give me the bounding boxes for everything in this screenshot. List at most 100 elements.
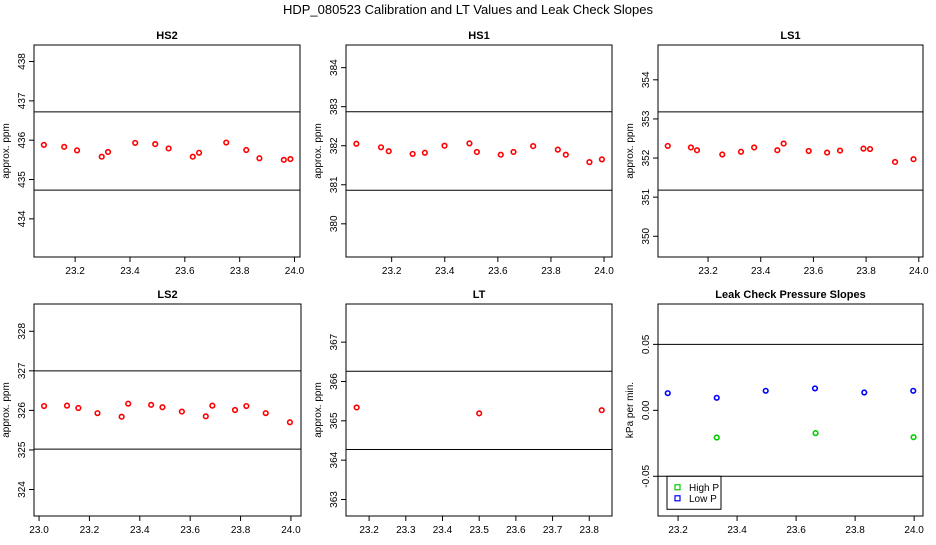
y-tick-label: 435: [17, 171, 28, 188]
x-tick-label: 24.0: [904, 525, 924, 536]
data-point: [262, 410, 269, 417]
panel-title: HS2: [156, 30, 177, 42]
data-point: [385, 148, 392, 155]
y-tick-label: 438: [17, 53, 28, 70]
y-axis-label: approx. ppm: [1, 123, 12, 179]
data-point: [497, 151, 504, 158]
data-point: [377, 144, 385, 151]
x-tick-label: 23.6: [175, 266, 195, 277]
y-tick-label: 326: [17, 402, 28, 419]
x-tick-label: 23.6: [786, 525, 806, 536]
data-point: [125, 400, 132, 407]
data-point: [780, 140, 787, 147]
data-point: [98, 153, 105, 160]
data-point: [441, 142, 448, 149]
data-point: [178, 408, 185, 415]
legend-marker: [674, 484, 681, 491]
data-point: [598, 407, 605, 414]
legend-label: Low P: [689, 494, 717, 505]
panel-hs1: HS1 23.2 23.4 23.6 23.8 24.0 380 381 382 383 384 ap…: [313, 30, 614, 277]
x-tick-label: 23.8: [845, 525, 865, 536]
data-point: [774, 147, 781, 154]
y-tick-label: 437: [17, 92, 28, 109]
data-point: [256, 155, 263, 162]
y-tick-label: 366: [329, 373, 340, 390]
data-point: [719, 151, 726, 158]
x-tick-label: 24.0: [594, 266, 614, 277]
data-point: [860, 145, 867, 152]
data-point: [148, 401, 155, 408]
panel-lt: LT 23.2 23.3 23.4 23.5 23.6 23.7 23.8 363 364 365 3…: [313, 289, 613, 536]
data-point: [165, 145, 172, 152]
x-tick-label: 23.2: [359, 525, 379, 536]
plot-frame: [33, 303, 302, 517]
data-point: [664, 142, 671, 150]
data-point: [243, 402, 250, 410]
data-point: [562, 151, 569, 158]
data-point: [805, 147, 812, 155]
data-point: [202, 413, 209, 420]
data-point: [693, 147, 701, 154]
data-point: [476, 410, 483, 417]
x-tick-label: 23.8: [231, 525, 251, 536]
data-point: [73, 147, 81, 154]
data-point-low-p: [713, 394, 720, 401]
data-point: [61, 143, 68, 150]
y-tick-label: 380: [329, 215, 340, 232]
data-point-low-p: [811, 385, 819, 392]
data-point: [586, 159, 593, 166]
y-tick-label: 434: [17, 210, 28, 227]
x-tick-label: 23.3: [396, 525, 416, 536]
y-tick-label: 0.05: [641, 334, 652, 354]
data-point: [40, 141, 47, 149]
x-tick-label: 23.2: [65, 266, 85, 277]
y-tick-label: 327: [17, 362, 28, 379]
data-point: [421, 149, 428, 156]
y-tick-label: 382: [329, 137, 340, 154]
data-point-high-p: [812, 430, 819, 437]
data-point: [466, 140, 473, 147]
data-point: [910, 156, 917, 163]
data-point: [280, 156, 287, 163]
data-point: [243, 146, 250, 154]
data-point: [152, 141, 159, 148]
data-point-low-p: [762, 387, 769, 394]
panel-leak-check-pressure-slopes: Leak Check Pressure Slopes 23.2 23.4 23.6 23…: [625, 289, 924, 536]
y-tick-label: 363: [329, 491, 340, 508]
data-point: [353, 404, 360, 411]
data-point: [751, 144, 758, 151]
y-axis-label: approx. ppm: [1, 382, 12, 438]
y-tick-label: 384: [329, 59, 340, 76]
data-point: [836, 147, 844, 154]
y-tick-label: 381: [329, 176, 340, 193]
y-tick-label: 383: [329, 98, 340, 115]
data-point: [75, 404, 82, 412]
panel-title: HS1: [468, 30, 489, 42]
y-axis-label: approx. ppm: [625, 123, 636, 179]
x-tick-label: 23.6: [506, 525, 526, 536]
data-point-low-p: [664, 390, 671, 397]
plot-frame: [345, 303, 613, 517]
x-tick-label: 23.7: [543, 525, 563, 536]
x-tick-label: 23.6: [180, 525, 200, 536]
x-tick-label: 24.0: [909, 266, 929, 277]
legend-label: High P: [689, 483, 719, 494]
y-tick-label: 351: [641, 188, 652, 205]
x-tick-label: 23.4: [130, 525, 150, 536]
panel-ls2: LS2 23.0 23.2 23.4 23.6 23.8 24.0 324 325 326 327 3…: [1, 289, 302, 536]
data-point: [824, 149, 831, 156]
data-point: [287, 155, 294, 163]
y-tick-label: 325: [17, 441, 28, 458]
y-tick-label: -0.05: [641, 464, 652, 487]
y-axis-label: kPa per min.: [625, 382, 636, 438]
x-tick-label: 23.2: [698, 266, 718, 277]
data-point: [530, 143, 537, 150]
data-point: [510, 148, 517, 156]
data-point: [353, 140, 360, 147]
x-tick-label: 23.2: [668, 525, 688, 536]
panel-ls1: LS1 23.2 23.4 23.6 23.8 24.0 350 351 352 353 354 ap…: [625, 30, 929, 277]
x-tick-label: 23.0: [29, 525, 49, 536]
data-point: [409, 150, 416, 158]
panel-title: LS1: [780, 30, 800, 42]
